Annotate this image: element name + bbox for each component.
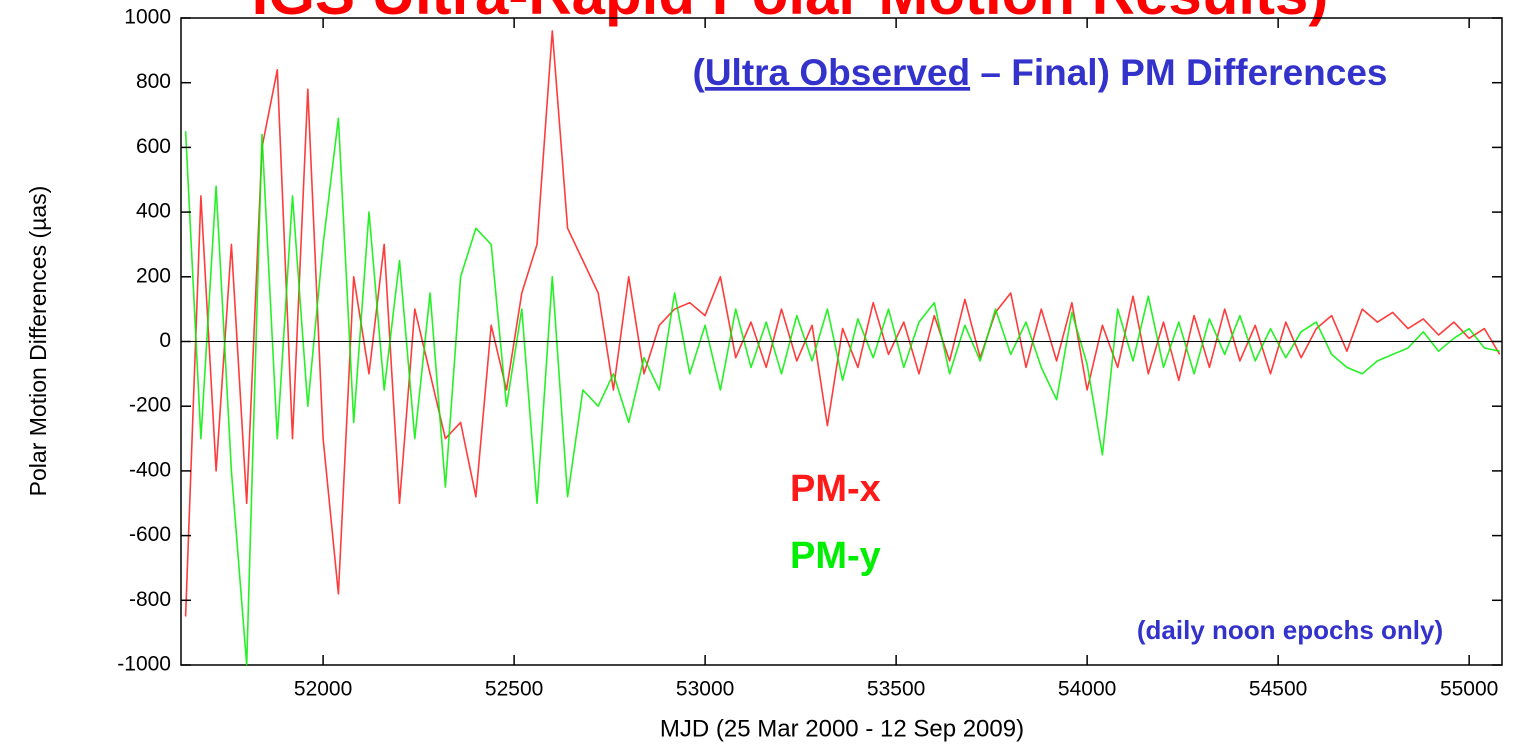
x-tick-label: 54500 (1249, 678, 1307, 701)
legend-label: PM-x (790, 468, 881, 510)
annotation-part: – Final) PM Differences (970, 52, 1387, 93)
x-tick-label: 53500 (867, 678, 925, 701)
annotation: (Ultra Observed – Final) PM Differences (693, 52, 1388, 93)
y-tick-label: -200 (129, 394, 171, 417)
y-tick-label: 0 (159, 329, 171, 352)
plot-area (184, 30, 1501, 666)
x-tick-label: 54000 (1058, 678, 1116, 701)
series-line (184, 30, 1501, 617)
y-tick-label: 1000 (124, 6, 171, 29)
y-tick-label: -800 (129, 588, 171, 611)
y-tick-label: -400 (129, 458, 171, 481)
y-tick-label: 800 (136, 70, 171, 93)
y-tick-label: -600 (129, 523, 171, 546)
chart-title: IGS Ultra-Rapid Polar Motion Results) (252, 0, 1329, 27)
x-tick-label: 52500 (485, 678, 543, 701)
legend-label: PM-y (790, 535, 881, 577)
annotation-underlined: Ultra Observed (705, 52, 970, 93)
x-tick-label: 55000 (1440, 678, 1498, 701)
annotation-part: ( (693, 52, 706, 93)
y-tick-label: 600 (136, 135, 171, 158)
y-tick-label: 200 (136, 264, 171, 287)
y-axis-label: Polar Motion Differences (µas) (25, 186, 51, 497)
y-tick-label: -1000 (117, 653, 171, 676)
y-tick-label: 400 (136, 200, 171, 223)
x-axis-label: MJD (25 Mar 2000 - 12 Sep 2009) (660, 715, 1024, 742)
series-line (184, 117, 1500, 666)
x-tick-label: 53000 (676, 678, 734, 701)
note: (daily noon epochs only) (1137, 615, 1443, 645)
x-tick-label: 52000 (294, 678, 352, 701)
